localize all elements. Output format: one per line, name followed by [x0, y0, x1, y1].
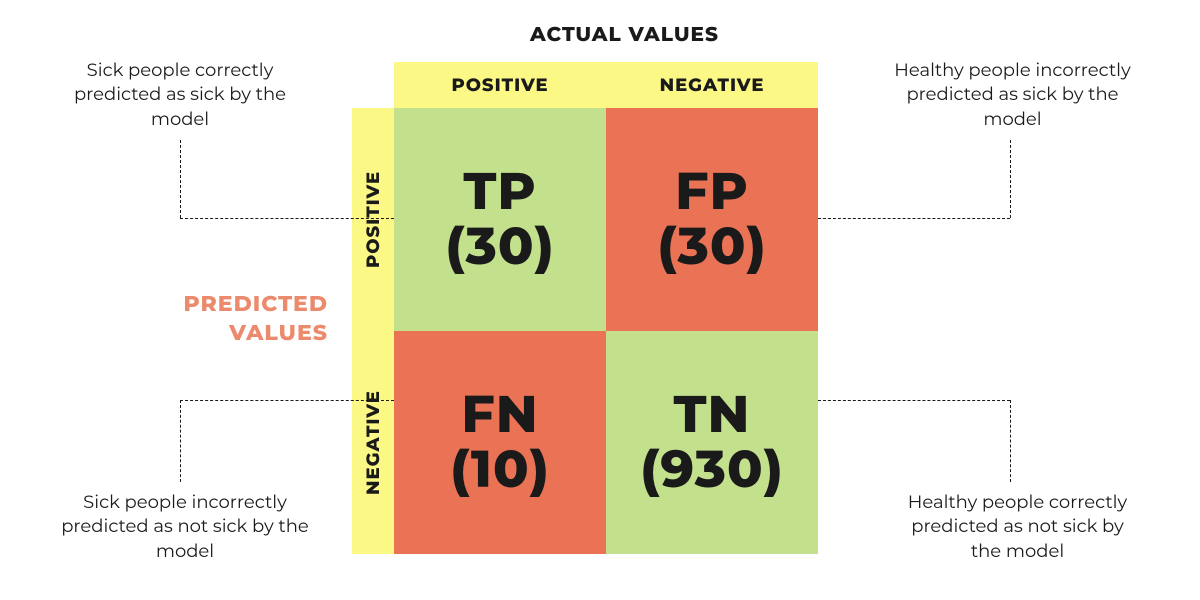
predicted-line1: PREDICTED — [168, 290, 328, 319]
dash-fp-h — [818, 218, 1010, 219]
predicted-values-title: PREDICTED VALUES — [168, 290, 328, 347]
callout-tn-text: Healthy people correctly predicted as no… — [908, 491, 1127, 562]
dash-tp-v — [180, 140, 181, 218]
row-negative-text: NEGATIVE — [362, 390, 384, 495]
tn-abbr: TN — [674, 388, 751, 443]
fp-abbr: FP — [675, 165, 749, 220]
callout-fp-text: Healthy people incorrectly predicted as … — [894, 59, 1130, 130]
tp-abbr: TP — [463, 165, 536, 220]
fp-value: (30) — [657, 220, 766, 275]
col-negative-text: NEGATIVE — [660, 74, 765, 96]
dash-tn-v — [1010, 400, 1011, 482]
callout-tp: Sick people correctly predicted as sick … — [55, 58, 305, 131]
col-header-positive: POSITIVE — [394, 62, 606, 108]
dash-fn-v — [180, 400, 181, 482]
col-positive-text: POSITIVE — [451, 74, 548, 96]
row-header-positive: POSITIVE — [352, 108, 394, 331]
tn-value: (930) — [640, 443, 784, 498]
dash-fp-v — [1010, 140, 1011, 218]
callout-tp-text: Sick people correctly predicted as sick … — [74, 59, 286, 130]
predicted-line2: VALUES — [168, 319, 328, 348]
col-header-negative: NEGATIVE — [606, 62, 818, 108]
callout-fp: Healthy people incorrectly predicted as … — [885, 58, 1140, 131]
callout-fn-text: Sick people incorrectly predicted as not… — [61, 491, 309, 562]
cell-tn: TN (930) — [606, 331, 818, 554]
fn-abbr: FN — [461, 388, 538, 443]
tp-value: (30) — [445, 220, 554, 275]
dash-tn-h — [818, 400, 1010, 401]
cell-fn: FN (10) — [394, 331, 606, 554]
cell-tp: TP (30) — [394, 108, 606, 331]
actual-values-text: ACTUAL VALUES — [530, 23, 719, 47]
cell-fp: FP (30) — [606, 108, 818, 331]
actual-values-title: ACTUAL VALUES — [530, 23, 719, 47]
dash-fn-h — [180, 400, 394, 401]
callout-tn: Healthy people correctly predicted as no… — [895, 490, 1140, 563]
callout-fn: Sick people incorrectly predicted as not… — [55, 490, 315, 563]
row-positive-text: POSITIVE — [362, 171, 384, 268]
fn-value: (10) — [450, 443, 550, 498]
row-header-negative: NEGATIVE — [352, 331, 394, 554]
dash-tp-h — [180, 218, 394, 219]
